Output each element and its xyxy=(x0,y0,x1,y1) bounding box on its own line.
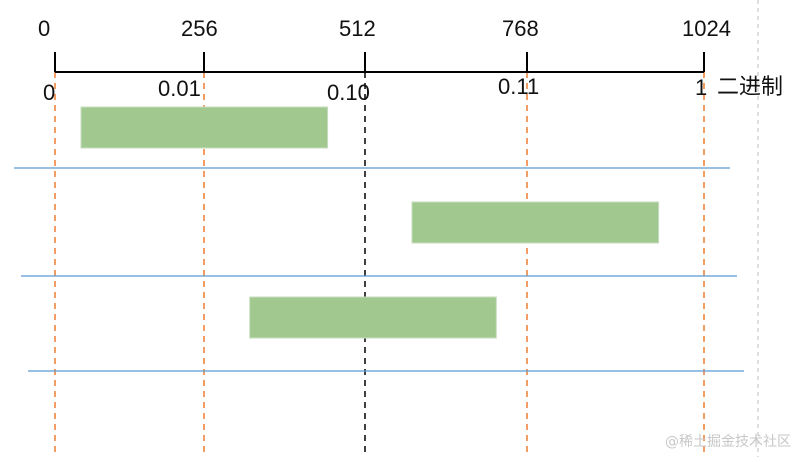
binary-label-0: 0 xyxy=(43,80,56,105)
scale-label-512: 512 xyxy=(339,16,376,41)
binary-label-0.01: 0.01 xyxy=(158,76,201,101)
watermark-text: @稀土掘金技术社区 xyxy=(665,434,791,450)
scale-label-256: 256 xyxy=(181,16,218,41)
interval-bar-2 xyxy=(411,201,660,244)
scale-label-1024: 1024 xyxy=(682,16,731,41)
interval-bar-3 xyxy=(249,296,497,339)
scale-label-768: 768 xyxy=(502,16,539,41)
interval-bars xyxy=(80,106,660,339)
binary-label-1: 1 xyxy=(695,75,708,100)
binary-caption: 二进制 xyxy=(717,75,784,100)
scale-label-0: 0 xyxy=(38,16,51,41)
interval-bar-1 xyxy=(80,106,329,149)
binary-label-0.10: 0.10 xyxy=(327,80,370,105)
binary-label-0.11: 0.11 xyxy=(498,74,540,99)
